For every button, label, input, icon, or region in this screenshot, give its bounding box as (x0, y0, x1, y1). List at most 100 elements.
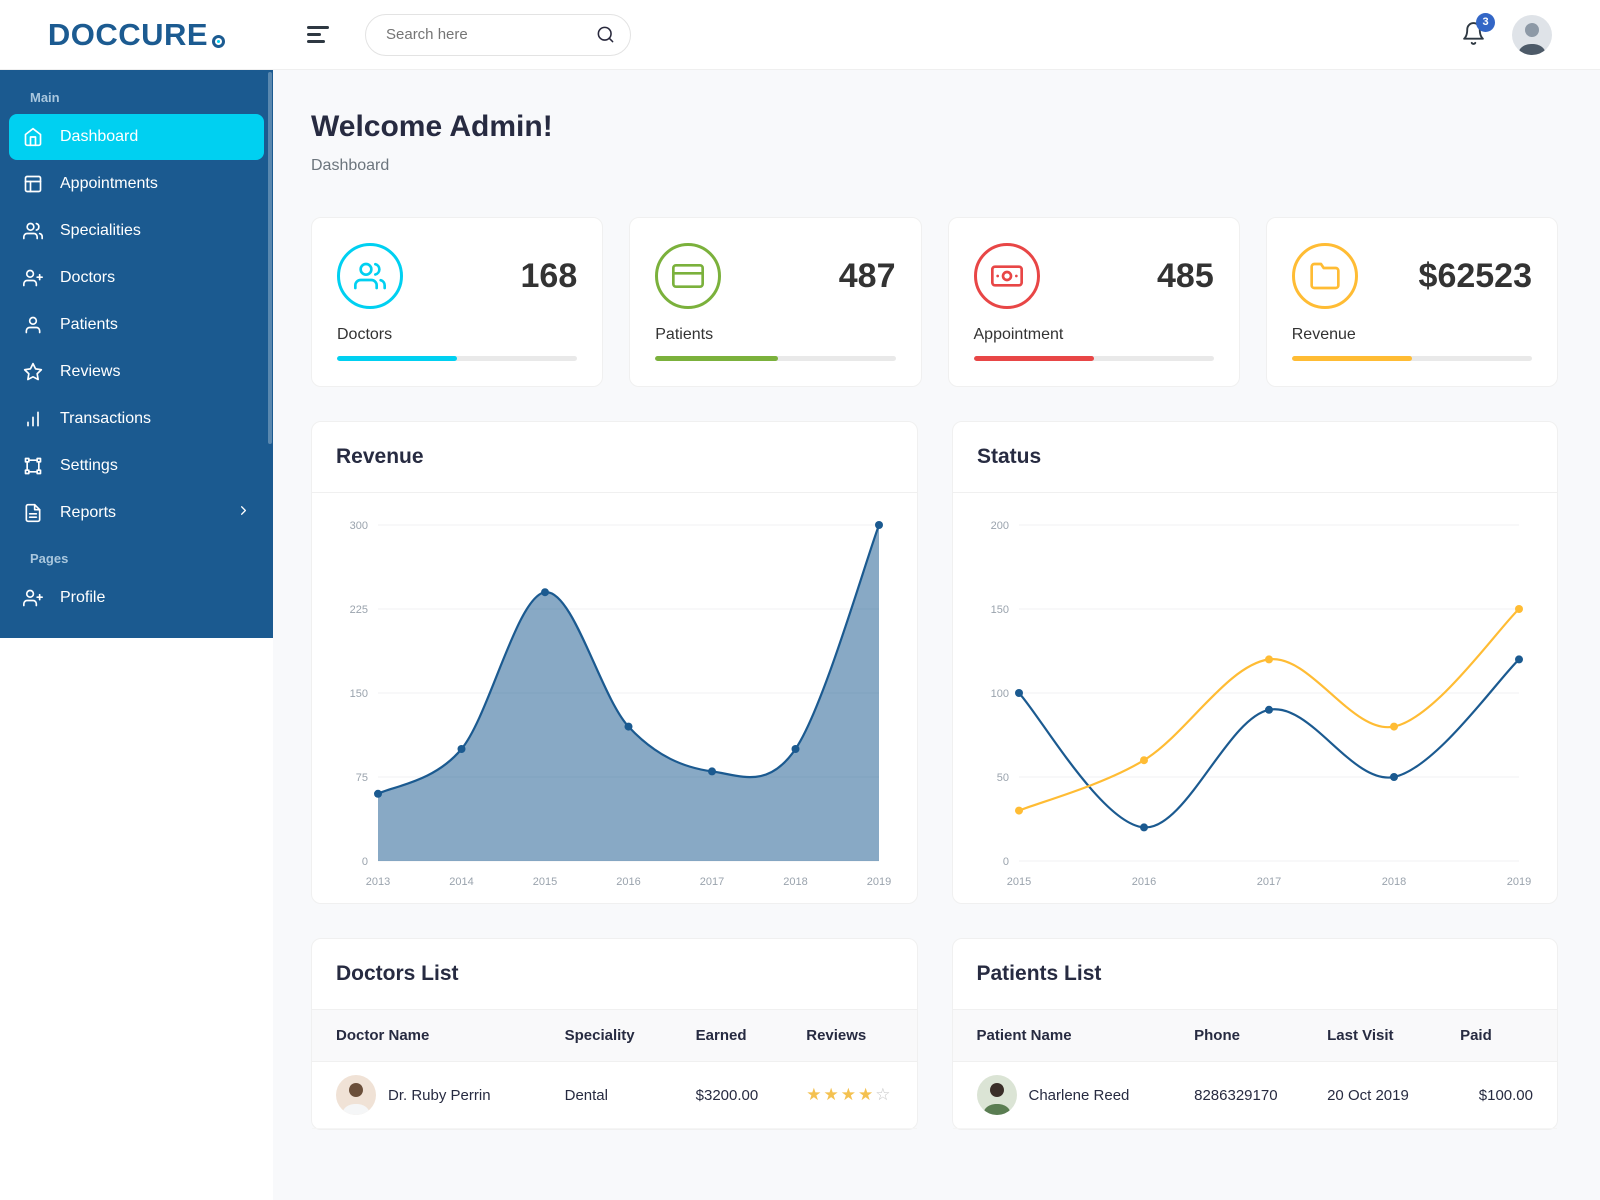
col-last-visit: Last Visit (1303, 1010, 1437, 1062)
svg-text:200: 200 (991, 520, 1009, 532)
patients-list-card: Patients List Patient Name Phone Last Vi… (951, 938, 1558, 1130)
users-icon (22, 220, 44, 242)
doctors-list-title: Doctors List (336, 962, 459, 985)
col-speciality: Speciality (540, 1010, 672, 1062)
stat-card-appointment: 485 Appointment (947, 217, 1240, 387)
revenue-area-chart: 0 75 150 225 300 2013 2014 2015 2016 2017 2018 2019 (330, 511, 899, 895)
doctors-table: Doctor Name Speciality Earned Reviews (312, 1010, 917, 1129)
progress-bar (337, 356, 578, 361)
stat-label: Patients (655, 326, 714, 343)
svg-text:100: 100 (991, 688, 1009, 700)
stats-row: 168 Doctors 487 Patients (311, 217, 1558, 387)
col-phone: Phone (1170, 1010, 1304, 1062)
sidebar-item-patients[interactable]: Patients (9, 302, 264, 348)
home-icon (22, 126, 44, 148)
svg-text:150: 150 (350, 688, 368, 700)
patient-last-visit: 20 Oct 2019 (1303, 1061, 1437, 1129)
user-icon (22, 314, 44, 336)
sidebar-item-doctors[interactable]: Doctors (9, 255, 264, 301)
logo[interactable]: DOCCURE (0, 17, 273, 53)
sidebar-scrollbar[interactable] (268, 72, 272, 444)
patients-table: Patient Name Phone Last Visit Paid (952, 1010, 1557, 1129)
user-avatar[interactable] (1512, 14, 1552, 55)
stat-value: 485 (1157, 256, 1214, 295)
sidebar-item-appointments[interactable]: Appointments (9, 161, 264, 207)
stat-card-revenue: $62523 Revenue (1265, 217, 1558, 387)
star-icon: ☆ (875, 1085, 893, 1104)
search-icon[interactable] (596, 25, 615, 47)
doctors-list-card: Doctors List Doctor Name Speciality Earn… (311, 938, 918, 1130)
svg-text:0: 0 (362, 856, 368, 868)
status-line-chart: 0 50 100 150 200 2015 2016 2017 2018 2019 (971, 511, 1539, 895)
patient-paid: $100.00 (1436, 1061, 1557, 1129)
sidebar-item-reports[interactable]: Reports (9, 490, 264, 536)
chevron-right-icon (236, 503, 251, 523)
sidebar-item-reviews[interactable]: Reviews (9, 349, 264, 395)
progress-bar (1291, 356, 1532, 361)
star-icon: ★ (806, 1085, 824, 1104)
svg-text:300: 300 (350, 520, 368, 532)
svg-text:2018: 2018 (1382, 876, 1406, 888)
logo-text: DOCCURE (47, 16, 209, 52)
stat-value: $62523 (1418, 256, 1532, 295)
sidebar-section-pages: Pages (30, 551, 69, 566)
col-patient-name: Patient Name (952, 1010, 1171, 1062)
doctor-earned: $3200.00 (671, 1061, 783, 1129)
svg-text:2017: 2017 (700, 876, 724, 888)
sidebar-item-transactions[interactable]: Transactions (9, 396, 264, 442)
layout-icon (22, 173, 44, 195)
breadcrumb: Dashboard (311, 157, 390, 174)
progress-bar (973, 356, 1214, 361)
patients-list-title: Patients List (976, 962, 1102, 985)
svg-text:2013: 2013 (366, 876, 390, 888)
star-icon: ★ (840, 1085, 858, 1104)
sidebar: Main Dashboard Appointments Specialities… (0, 70, 273, 638)
patient-avatar (976, 1075, 1017, 1115)
search-box (365, 13, 631, 56)
svg-text:2018: 2018 (783, 876, 807, 888)
menu-toggle-icon[interactable] (307, 26, 329, 43)
col-doctor-name: Doctor Name (312, 1010, 541, 1062)
svg-text:0: 0 (1003, 856, 1009, 868)
sidebar-item-profile[interactable]: Profile (9, 575, 264, 621)
star-icon (22, 361, 44, 383)
stat-label: Revenue (1291, 326, 1356, 343)
svg-text:50: 50 (997, 772, 1009, 784)
money-icon (973, 243, 1040, 309)
svg-text:150: 150 (991, 604, 1009, 616)
col-reviews: Reviews (782, 1010, 917, 1062)
doctor-row: Dr. Ruby Perrin Dental $3200.00 ★★★★☆ (312, 1061, 917, 1129)
vector-square-icon (22, 455, 44, 477)
sidebar-item-dashboard[interactable]: Dashboard (9, 114, 264, 160)
sidebar-item-settings[interactable]: Settings (9, 443, 264, 489)
svg-text:2017: 2017 (1257, 876, 1281, 888)
stat-label: Doctors (337, 326, 393, 343)
stat-value: 168 (520, 256, 578, 295)
bell-icon (1461, 21, 1486, 49)
notifications-button[interactable]: 3 (1461, 12, 1495, 49)
logo-stethoscope-icon (212, 35, 226, 48)
file-text-icon (22, 502, 44, 524)
search-input[interactable] (365, 13, 631, 56)
top-header: DOCCURE 3 (0, 0, 1600, 70)
sidebar-item-specialities[interactable]: Specialities (9, 208, 264, 254)
col-paid: Paid (1436, 1010, 1557, 1062)
notification-badge: 3 (1476, 12, 1495, 32)
tables-row: Doctors List Doctor Name Speciality Earn… (311, 938, 1558, 1130)
stat-card-doctors: 168 Doctors (311, 217, 604, 387)
revenue-chart-card: Revenue 0 75 150 225 300 2013 2014 2015 2016 2017… (311, 421, 918, 904)
svg-text:225: 225 (350, 604, 368, 616)
doctor-avatar (336, 1075, 376, 1115)
patient-phone: 8286329170 (1170, 1061, 1304, 1129)
patient-name-link[interactable]: Charlene Reed (1028, 1086, 1130, 1104)
progress-bar (655, 356, 896, 361)
page-title: Welcome Admin! (311, 110, 553, 143)
stat-card-patients: 487 Patients (629, 217, 922, 387)
user-plus-icon (22, 587, 44, 609)
status-chart-card: Status 0 50 100 150 200 2015 2016 2017 2018 2019 (952, 421, 1558, 904)
main-content: Welcome Admin! Dashboard 168 Doctors 487 (273, 70, 1600, 1200)
folder-icon (1291, 243, 1358, 309)
svg-text:2015: 2015 (1007, 876, 1031, 888)
sidebar-section-main: Main (30, 90, 60, 105)
doctor-name-link[interactable]: Dr. Ruby Perrin (388, 1086, 491, 1104)
